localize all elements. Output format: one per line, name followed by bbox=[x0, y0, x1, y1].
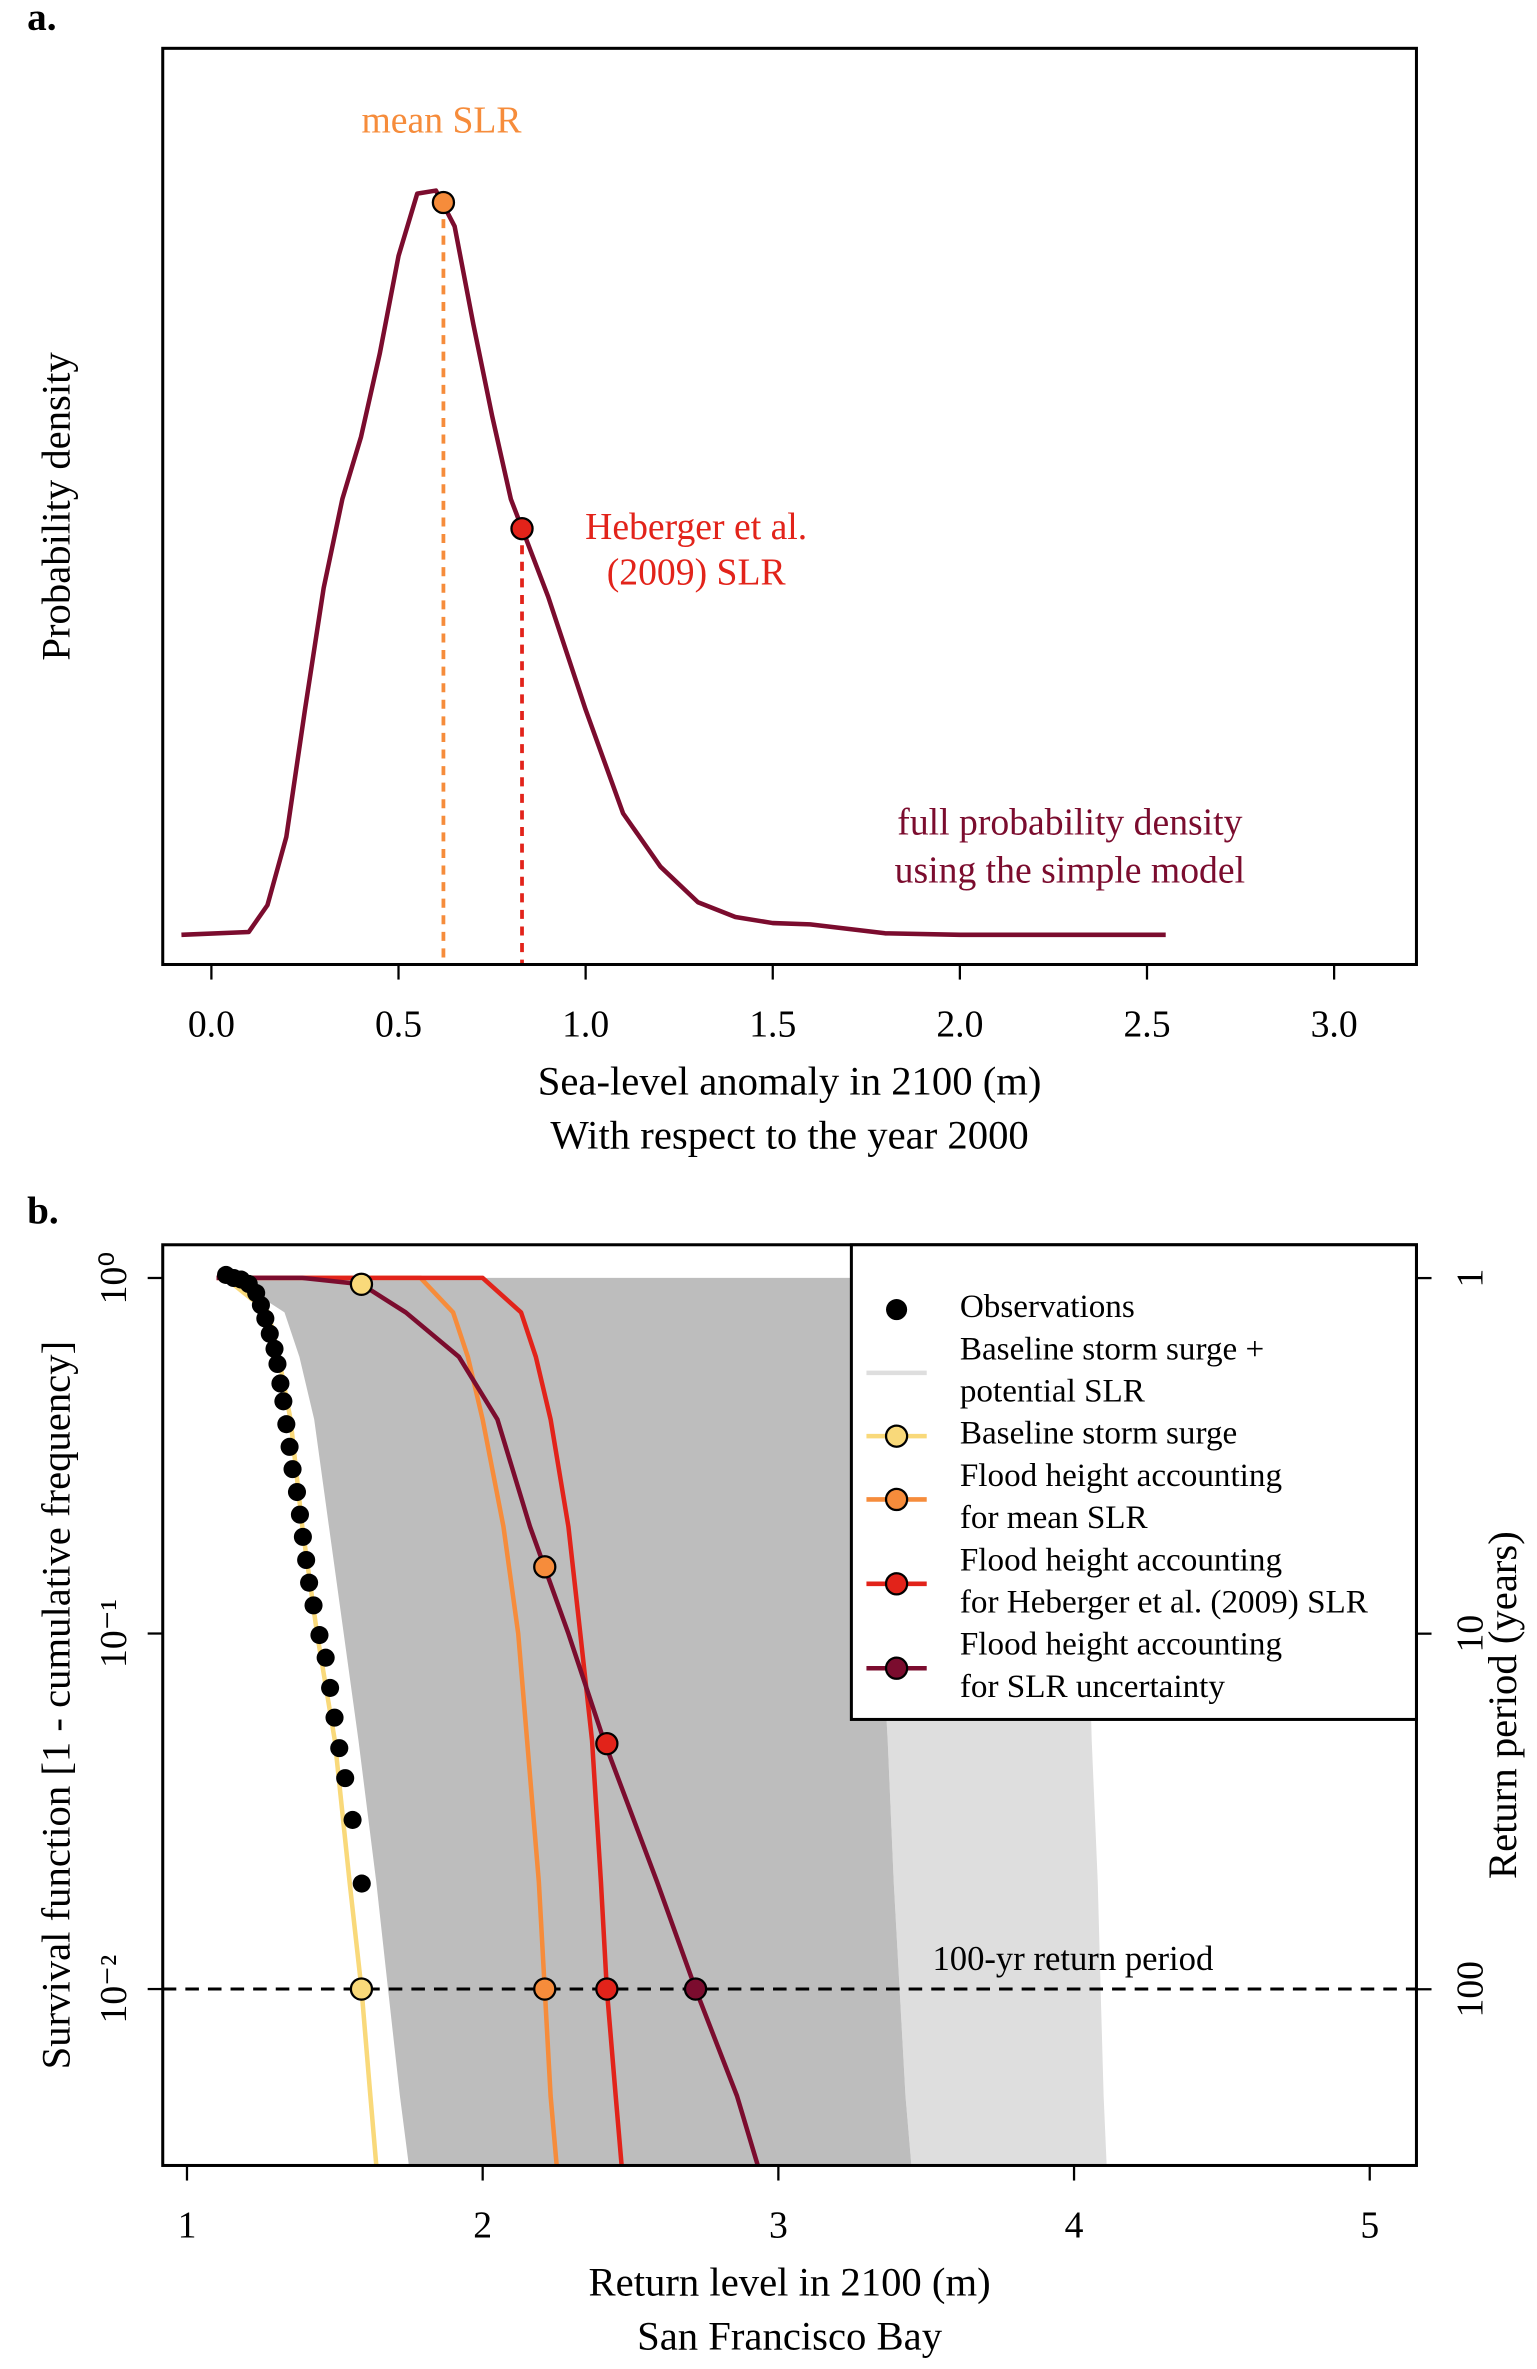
observation bbox=[290, 1505, 309, 1524]
legend-label: Baseline storm surge + bbox=[960, 1330, 1264, 1367]
legend-label: for SLR uncertainty bbox=[960, 1668, 1225, 1705]
observation bbox=[330, 1739, 349, 1758]
y2-tick-label: 100 bbox=[1449, 1961, 1491, 2017]
marker-label: Heberger et al. bbox=[585, 506, 807, 548]
observation bbox=[293, 1527, 312, 1546]
highlight-point bbox=[349, 1977, 374, 2001]
highlight-point bbox=[683, 1977, 708, 2001]
x-tick-label: 4 bbox=[1065, 2204, 1084, 2246]
observation bbox=[256, 1309, 275, 1328]
highlight-point bbox=[595, 1731, 619, 1756]
x-tick-label: 2.0 bbox=[936, 1003, 983, 1045]
legend-swatch-dot bbox=[886, 1299, 908, 1321]
y2-axis-label: Return period (years) bbox=[1480, 1531, 1525, 1879]
legend-label: for mean SLR bbox=[960, 1499, 1149, 1536]
panel-label: b. bbox=[27, 1190, 59, 1233]
legend-frame bbox=[849, 1243, 1418, 1721]
observation bbox=[304, 1596, 323, 1615]
y2-tick-label: 10 bbox=[1449, 1615, 1491, 1653]
plot-frame bbox=[161, 46, 1418, 967]
observation bbox=[287, 1482, 307, 1502]
x-tick-label: 3.0 bbox=[1311, 1003, 1358, 1045]
legend-swatch-dot bbox=[884, 1572, 909, 1596]
annotation: full probability density bbox=[897, 802, 1242, 844]
observation bbox=[325, 1708, 344, 1727]
x-tick-label: 1.0 bbox=[562, 1003, 609, 1045]
observation bbox=[321, 1678, 340, 1697]
y-tick-label: 10⁻¹ bbox=[93, 1599, 135, 1668]
observation bbox=[300, 1573, 319, 1592]
legend-swatch-dot bbox=[884, 1424, 909, 1448]
observation bbox=[260, 1324, 279, 1343]
observation bbox=[297, 1550, 316, 1570]
observation bbox=[265, 1339, 284, 1358]
x-axis-label: Sea-level anomaly in 2100 (m) bbox=[538, 1058, 1042, 1103]
legend-label: Flood height accounting bbox=[960, 1626, 1282, 1663]
observation bbox=[310, 1626, 329, 1645]
x-tick-label: 1.5 bbox=[749, 1003, 796, 1045]
series-line bbox=[216, 1275, 624, 2166]
panel-label: a. bbox=[27, 0, 56, 39]
y2-tick-label: 1 bbox=[1449, 1269, 1491, 1288]
ensemble-band bbox=[231, 1277, 912, 2166]
highlight-point bbox=[533, 1555, 557, 1579]
x-tick-label: 5 bbox=[1360, 2204, 1379, 2246]
x-tick-label: 0.0 bbox=[188, 1003, 235, 1045]
highlight-point bbox=[533, 1977, 557, 2001]
x-axis-label: With respect to the year 2000 bbox=[550, 1113, 1028, 1158]
observation bbox=[277, 1415, 296, 1434]
y-axis-label: Probability density bbox=[34, 352, 79, 661]
series-line bbox=[216, 1275, 559, 2166]
x-tick-label: 0.5 bbox=[375, 1003, 422, 1045]
x-tick-label: 3 bbox=[769, 2204, 788, 2246]
highlight-point bbox=[595, 1977, 619, 2001]
x-axis-label: Return level in 2100 (m) bbox=[589, 2259, 991, 2304]
x-tick-label: 1 bbox=[178, 2204, 197, 2246]
legend-swatch-dot bbox=[884, 1656, 909, 1680]
marker bbox=[431, 190, 456, 215]
observation bbox=[268, 1354, 287, 1374]
y-tick-label: 10⁰ bbox=[93, 1252, 135, 1305]
observation bbox=[336, 1769, 355, 1788]
observation bbox=[352, 1874, 371, 1893]
y-tick-label: 10⁻² bbox=[93, 1955, 135, 2024]
x-tick-label: 2.5 bbox=[1123, 1003, 1170, 1045]
observation bbox=[271, 1374, 290, 1393]
observation bbox=[283, 1460, 302, 1479]
legend-label: Baseline storm surge bbox=[960, 1415, 1237, 1452]
legend-label: for Heberger et al. (2009) SLR bbox=[960, 1584, 1369, 1621]
observation bbox=[343, 1810, 362, 1829]
observation bbox=[274, 1392, 293, 1411]
series-line bbox=[181, 188, 1166, 938]
legend-label: potential SLR bbox=[960, 1373, 1146, 1410]
marker-label: mean SLR bbox=[361, 99, 522, 141]
x-tick-label: 2 bbox=[473, 2204, 492, 2246]
marker bbox=[510, 516, 534, 541]
highlight-point bbox=[349, 1272, 374, 1296]
legend-swatch-dot bbox=[884, 1487, 909, 1512]
observation bbox=[280, 1437, 299, 1456]
legend-label: Observations bbox=[960, 1288, 1135, 1325]
x-axis-label: San Francisco Bay bbox=[637, 2314, 943, 2359]
y-axis-label: Survival function [1 - cumulative freque… bbox=[34, 1341, 79, 2069]
observation bbox=[316, 1648, 335, 1667]
legend-label: Flood height accounting bbox=[960, 1457, 1282, 1494]
reference-label: 100-yr return period bbox=[932, 1940, 1213, 1978]
legend-label: Flood height accounting bbox=[960, 1541, 1282, 1578]
annotation: using the simple model bbox=[895, 850, 1245, 892]
marker-label: (2009) SLR bbox=[607, 551, 787, 593]
